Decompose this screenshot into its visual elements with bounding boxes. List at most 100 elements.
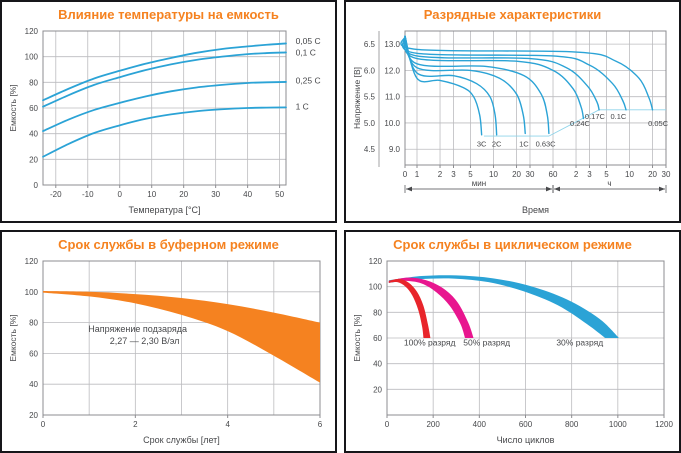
svg-text:5: 5 <box>468 170 473 179</box>
svg-text:20: 20 <box>512 170 521 179</box>
svg-text:Напряжение подзаряда: Напряжение подзаряда <box>88 324 187 334</box>
svg-text:6: 6 <box>318 420 323 429</box>
svg-text:120: 120 <box>369 257 383 266</box>
svg-text:0,25 C: 0,25 C <box>296 76 321 86</box>
svg-text:20: 20 <box>648 170 657 179</box>
svg-text:Срок службы [лет]: Срок службы [лет] <box>143 435 220 445</box>
svg-text:2: 2 <box>438 170 443 179</box>
svg-text:2: 2 <box>574 170 579 179</box>
svg-text:40: 40 <box>29 380 38 389</box>
svg-text:11.0: 11.0 <box>385 93 401 102</box>
svg-text:0.1C: 0.1C <box>611 112 627 121</box>
svg-text:12.0: 12.0 <box>384 66 400 75</box>
svg-text:4: 4 <box>225 420 230 429</box>
svg-text:Емкость [%]: Емкость [%] <box>8 84 18 131</box>
svg-text:20: 20 <box>29 411 38 420</box>
svg-text:2,27 — 2,30 В/эл: 2,27 — 2,30 В/эл <box>110 336 180 346</box>
svg-text:60: 60 <box>549 170 558 179</box>
svg-text:Температура [°C]: Температура [°C] <box>128 205 200 215</box>
svg-text:1000: 1000 <box>609 420 627 429</box>
svg-text:100: 100 <box>25 288 39 297</box>
svg-text:100: 100 <box>369 283 383 292</box>
discharge-characteristics-chart: 0 1 2 3 5 10 20 30 60 2 3 5 10 20 309.04.510.05.011.05… <box>352 30 671 215</box>
svg-text:Емкость [%]: Емкость [%] <box>8 314 18 361</box>
temperature-capacity-panel: Влияние температуры на емкость -20 -10 0 10… <box>0 0 337 223</box>
svg-text:80: 80 <box>29 319 38 328</box>
svg-text:30: 30 <box>526 170 535 179</box>
svg-text:0.24C: 0.24C <box>570 119 591 128</box>
svg-text:3: 3 <box>451 170 456 179</box>
svg-text:10: 10 <box>625 170 634 179</box>
svg-text:1: 1 <box>415 170 420 179</box>
svg-text:Емкость [%]: Емкость [%] <box>352 314 362 361</box>
buffer-mode-life-chart: 0 2 4 6 20 40 60 80 100 120 Напряжение подзаряда 2,… <box>8 257 323 445</box>
svg-text:50% разряд: 50% разряд <box>463 338 510 348</box>
svg-text:60: 60 <box>29 104 38 113</box>
svg-text:Напряжение [В]: Напряжение [В] <box>352 67 362 129</box>
svg-text:400: 400 <box>473 420 487 429</box>
svg-text:5.0: 5.0 <box>364 119 376 128</box>
svg-text:100% разряд: 100% разряд <box>404 338 456 348</box>
svg-text:5: 5 <box>604 170 609 179</box>
svg-text:30: 30 <box>211 190 220 199</box>
svg-text:2C: 2C <box>492 140 502 149</box>
svg-text:Число циклов: Число циклов <box>497 435 555 445</box>
svg-text:20: 20 <box>29 155 38 164</box>
svg-text:0,1 C: 0,1 C <box>296 47 316 57</box>
svg-text:0,05 C: 0,05 C <box>296 36 321 46</box>
cyclic-mode-life-chart: 0 200 400 600 800 1000 1200 20 40 60 80 100 120 100% … <box>352 257 673 445</box>
svg-text:10.0: 10.0 <box>384 119 400 128</box>
svg-text:5.5: 5.5 <box>364 93 376 102</box>
svg-text:0.17C: 0.17C <box>585 112 606 121</box>
svg-text:3C: 3C <box>477 140 487 149</box>
buffer-mode-life-panel: Срок службы в буферном режиме 0 2 4 6 20 40 60… <box>0 230 337 453</box>
svg-text:20: 20 <box>373 385 382 394</box>
svg-text:1200: 1200 <box>655 420 673 429</box>
svg-text:-10: -10 <box>82 190 94 199</box>
svg-text:200: 200 <box>426 420 440 429</box>
svg-text:600: 600 <box>519 420 533 429</box>
chart-title: Срок службы в буферном режиме <box>58 237 279 252</box>
svg-text:100: 100 <box>25 53 39 62</box>
svg-text:0: 0 <box>403 170 408 179</box>
svg-text:Время: Время <box>522 205 549 215</box>
svg-text:0: 0 <box>34 181 39 190</box>
chart-title: Разрядные характеристики <box>423 7 602 22</box>
svg-text:0.05C: 0.05C <box>648 119 669 128</box>
svg-text:10: 10 <box>147 190 156 199</box>
svg-text:800: 800 <box>565 420 579 429</box>
chart-title: Срок службы в циклическом режиме <box>393 237 632 252</box>
svg-text:0: 0 <box>385 420 390 429</box>
svg-text:80: 80 <box>29 78 38 87</box>
svg-text:0.63C: 0.63C <box>536 140 557 149</box>
svg-text:30% разряд: 30% разряд <box>556 338 603 348</box>
svg-text:40: 40 <box>373 360 382 369</box>
svg-text:120: 120 <box>25 257 39 266</box>
svg-text:60: 60 <box>29 349 38 358</box>
svg-text:1 C: 1 C <box>296 101 309 111</box>
svg-text:6.5: 6.5 <box>364 40 376 49</box>
svg-text:1C: 1C <box>519 140 529 149</box>
discharge-characteristics-panel: Разрядные характеристики 0 1 2 3 5 10 20 30 60 2 3… <box>344 0 681 223</box>
svg-text:3: 3 <box>587 170 592 179</box>
svg-text:13.0: 13.0 <box>384 40 400 49</box>
svg-text:-20: -20 <box>50 190 62 199</box>
svg-text:50: 50 <box>275 190 284 199</box>
svg-text:4.5: 4.5 <box>364 145 376 154</box>
svg-text:6.0: 6.0 <box>364 66 376 75</box>
svg-text:мин: мин <box>472 179 486 188</box>
svg-text:ч: ч <box>607 179 611 188</box>
svg-text:80: 80 <box>373 308 382 317</box>
svg-text:20: 20 <box>179 190 188 199</box>
svg-text:30: 30 <box>662 170 671 179</box>
svg-text:120: 120 <box>25 27 39 36</box>
svg-text:40: 40 <box>243 190 252 199</box>
svg-text:40: 40 <box>29 130 38 139</box>
cyclic-mode-life-panel: Срок службы в циклическом режиме 0 200 400… <box>344 230 681 453</box>
svg-text:10: 10 <box>489 170 498 179</box>
svg-text:2: 2 <box>133 420 138 429</box>
svg-text:0: 0 <box>41 420 46 429</box>
svg-text:60: 60 <box>373 334 382 343</box>
